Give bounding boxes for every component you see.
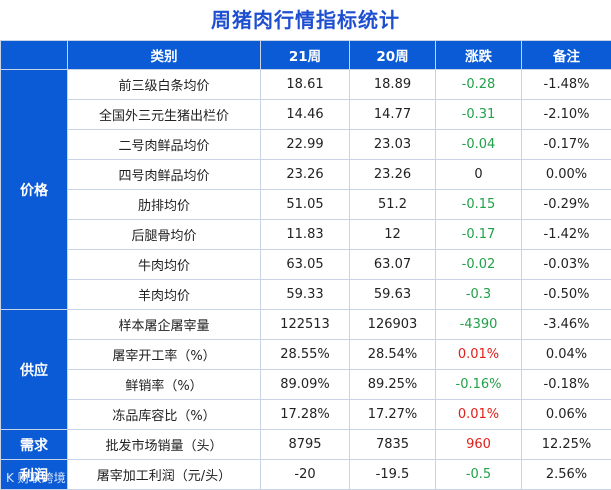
cell-week20: 28.54%: [349, 339, 436, 370]
table-row: 后腿骨均价 11.83 12 -0.17 -1.42%: [1, 219, 611, 250]
cell-week20: 63.07: [349, 249, 436, 280]
cell-note: -0.03%: [521, 249, 611, 280]
cell-change: -0.02: [435, 249, 522, 280]
cell-note: -1.48%: [521, 69, 611, 100]
cell-change: -0.15: [435, 189, 522, 220]
cell-note: -3.46%: [521, 309, 611, 340]
watermark: K 财联跨境: [6, 471, 66, 485]
cell-week20: -19.5: [349, 459, 436, 490]
cell-week21: 23.26: [260, 159, 350, 190]
cell-category: 鲜销率（%）: [67, 369, 261, 400]
table-row: 二号肉鲜品均价 22.99 23.03 -0.04 -0.17%: [1, 129, 611, 160]
cell-change: -0.3: [435, 279, 522, 310]
table-row: 屠宰开工率（%） 28.55% 28.54% 0.01% 0.04%: [1, 339, 611, 370]
cell-category: 冻品库容比（%）: [67, 399, 261, 430]
cell-change: -0.16%: [435, 369, 522, 400]
cell-week20: 12: [349, 219, 436, 250]
cell-category: 屠宰开工率（%）: [67, 339, 261, 370]
cell-change: 0.01%: [435, 399, 522, 430]
cell-change: -4390: [435, 309, 522, 340]
cell-week21: 59.33: [260, 279, 350, 310]
cell-category: 批发市场销量（头）: [67, 429, 261, 460]
cell-note: -0.18%: [521, 369, 611, 400]
cell-note: 12.25%: [521, 429, 611, 460]
cell-note: -0.29%: [521, 189, 611, 220]
cell-week21: 18.61: [260, 69, 350, 100]
cell-change: -0.28: [435, 69, 522, 100]
cell-note: -2.10%: [521, 99, 611, 130]
cell-week21: -20: [260, 459, 350, 490]
cell-change: -0.31: [435, 99, 522, 130]
cell-note: -0.17%: [521, 129, 611, 160]
table-row: 供应 样本屠企屠宰量 122513 126903 -4390 -3.46%: [0, 309, 611, 430]
header-note: 备注: [521, 40, 611, 70]
header-category: 类别: [67, 40, 261, 70]
cell-week20: 59.63: [349, 279, 436, 310]
cell-note: -1.42%: [521, 219, 611, 250]
cell-week20: 89.25%: [349, 369, 436, 400]
cell-note: 0.06%: [521, 399, 611, 430]
cell-change: -0.04: [435, 129, 522, 160]
header-week21: 21周: [260, 40, 350, 70]
pork-indicator-table: 类别 21周 20周 涨跌 备注 价格 前三级白条均价 18.61 18.89 -0.2…: [0, 40, 611, 490]
table-row: 羊肉均价 59.33 59.63 -0.3 -0.50%: [1, 279, 611, 310]
table-header-row: 类别 21周 20周 涨跌 备注: [0, 40, 611, 70]
cell-category: 屠宰加工利润（元/头）: [67, 459, 261, 490]
cell-week20: 18.89: [349, 69, 436, 100]
cell-week21: 63.05: [260, 249, 350, 280]
cell-category: 羊肉均价: [67, 279, 261, 310]
cell-note: -0.50%: [521, 279, 611, 310]
header-week20: 20周: [349, 40, 436, 70]
group-label: 供应: [0, 309, 68, 430]
cell-week21: 14.46: [260, 99, 350, 130]
table-row: 全国外三元生猪出栏价 14.46 14.77 -0.31 -2.10%: [1, 99, 611, 130]
table-row: 利润 屠宰加工利润（元/头） -20 -19.5 -0.5 2.56%: [0, 459, 611, 490]
cell-category: 肋排均价: [67, 189, 261, 220]
table-row: 鲜销率（%） 89.09% 89.25% -0.16% -0.18%: [1, 369, 611, 400]
cell-category: 前三级白条均价: [67, 69, 261, 100]
cell-note: 0.04%: [521, 339, 611, 370]
cell-note: 2.56%: [521, 459, 611, 490]
cell-week21: 28.55%: [260, 339, 350, 370]
table-row: 价格 前三级白条均价 18.61 18.89 -0.28 -1.48%: [0, 69, 611, 310]
cell-category: 样本屠企屠宰量: [67, 309, 261, 340]
cell-week21: 8795: [260, 429, 350, 460]
table-body: 价格 前三级白条均价 18.61 18.89 -0.28 -1.48% 全国外三元生猪出栏价…: [0, 69, 611, 490]
cell-week21: 22.99: [260, 129, 350, 160]
table-row: 冻品库容比（%） 17.28% 17.27% 0.01% 0.06%: [1, 399, 611, 430]
page-title: 周猪肉行情指标统计: [211, 8, 400, 32]
table-row: 需求 批发市场销量（头） 8795 7835 960 12.25%: [0, 429, 611, 460]
cell-week21: 11.83: [260, 219, 350, 250]
cell-week20: 14.77: [349, 99, 436, 130]
cell-category: 牛肉均价: [67, 249, 261, 280]
cell-change: 0.01%: [435, 339, 522, 370]
cell-week20: 17.27%: [349, 399, 436, 430]
cell-change: -0.5: [435, 459, 522, 490]
header-change: 涨跌: [435, 40, 522, 70]
cell-week21: 89.09%: [260, 369, 350, 400]
group-label: 价格: [0, 69, 68, 310]
cell-change: 960: [435, 429, 522, 460]
cell-week20: 23.26: [349, 159, 436, 190]
cell-week20: 51.2: [349, 189, 436, 220]
cell-week20: 7835: [349, 429, 436, 460]
header-group: [0, 40, 68, 70]
cell-category: 全国外三元生猪出栏价: [67, 99, 261, 130]
cell-week20: 126903: [349, 309, 436, 340]
cell-change: -0.17: [435, 219, 522, 250]
cell-week21: 17.28%: [260, 399, 350, 430]
cell-week20: 23.03: [349, 129, 436, 160]
cell-week21: 122513: [260, 309, 350, 340]
cell-note: 0.00%: [521, 159, 611, 190]
cell-category: 二号肉鲜品均价: [67, 129, 261, 160]
cell-category: 四号肉鲜品均价: [67, 159, 261, 190]
cell-week21: 51.05: [260, 189, 350, 220]
table-row: 肋排均价 51.05 51.2 -0.15 -0.29%: [1, 189, 611, 220]
table-row: 牛肉均价 63.05 63.07 -0.02 -0.03%: [1, 249, 611, 280]
group-label: 需求: [0, 429, 68, 460]
cell-category: 后腿骨均价: [67, 219, 261, 250]
group-label: 利润: [0, 459, 68, 490]
cell-change: 0: [435, 159, 522, 190]
table-row: 四号肉鲜品均价 23.26 23.26 0 0.00%: [1, 159, 611, 190]
